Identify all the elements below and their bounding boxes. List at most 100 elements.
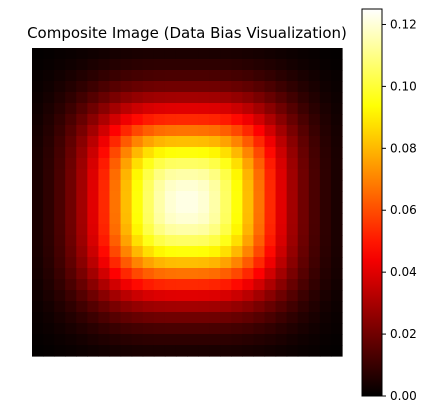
heatmap-cell [76, 158, 88, 170]
colorbar-tick-label: 0.08 [390, 141, 417, 155]
heatmap-cell [187, 224, 199, 236]
heatmap-cell [120, 279, 133, 291]
heatmap-cell [175, 235, 188, 247]
heatmap-cell [242, 147, 255, 159]
heatmap-cell [32, 312, 44, 324]
heatmap-cell [308, 224, 321, 236]
heatmap-cell [253, 334, 266, 346]
heatmap-cell [308, 48, 321, 60]
heatmap-cell [164, 125, 177, 137]
heatmap-cell [220, 323, 232, 335]
heatmap-cell [308, 136, 321, 148]
heatmap-cell [242, 92, 255, 104]
heatmap-cell [220, 136, 232, 148]
heatmap-cell [153, 323, 166, 335]
heatmap-cell [54, 345, 66, 357]
heatmap-cell [198, 147, 210, 159]
heatmap-cell [187, 169, 199, 181]
heatmap-cell [109, 312, 122, 324]
heatmap-cell [65, 279, 77, 291]
heatmap-cell [187, 48, 199, 60]
heatmap-cell [253, 312, 266, 324]
heatmap-cell [120, 81, 133, 93]
heatmap-cell [164, 158, 177, 170]
heatmap-cell [131, 125, 144, 137]
heatmap-cell [153, 279, 166, 291]
heatmap-cell [142, 114, 155, 126]
heatmap-cell [98, 158, 111, 170]
heatmap-cell [76, 114, 88, 126]
heatmap-cell [275, 224, 288, 236]
heatmap-cell [32, 246, 44, 258]
heatmap-cell [142, 345, 155, 357]
heatmap-cell [32, 235, 44, 247]
heatmap-cell [231, 213, 243, 225]
heatmap-cell [187, 202, 199, 214]
heatmap-cell [297, 70, 310, 82]
heatmap-cell [109, 59, 122, 71]
heatmap-cell [275, 169, 288, 181]
heatmap-cell [98, 334, 111, 346]
heatmap-cell [54, 268, 66, 280]
heatmap-cell [54, 246, 66, 258]
heatmap-cell [120, 125, 133, 137]
heatmap-cell [264, 301, 277, 313]
heatmap-cell [242, 323, 255, 335]
heatmap-cell [164, 191, 177, 203]
heatmap-cell [286, 202, 299, 214]
heatmap-cell [220, 169, 232, 181]
heatmap-cell [231, 323, 243, 335]
heatmap-cell [120, 224, 133, 236]
heatmap-cell [275, 81, 288, 93]
heatmap-cell [43, 169, 55, 181]
heatmap-cell [153, 312, 166, 324]
heatmap-cell [164, 136, 177, 148]
heatmap-cell [253, 103, 266, 115]
heatmap-cell [120, 114, 133, 126]
heatmap-cell [76, 59, 88, 71]
heatmap-cell [286, 224, 299, 236]
heatmap-cell [330, 103, 343, 115]
heatmap-cell [142, 312, 155, 324]
heatmap-cell [220, 345, 232, 357]
heatmap-cell [231, 158, 243, 170]
heatmap-cell [153, 202, 166, 214]
heatmap-cell [65, 114, 77, 126]
heatmap-cell [131, 312, 144, 324]
colorbar-tick-label: 0.12 [390, 17, 417, 31]
colorbar: 0.00 0.02 0.04 0.06 0.08 0.10 0.12 [361, 8, 417, 403]
heatmap-cell [153, 191, 166, 203]
heatmap-cell [209, 81, 221, 93]
heatmap-cell [319, 92, 332, 104]
heatmap-cell [175, 246, 188, 258]
heatmap-cell [54, 191, 66, 203]
heatmap-cell [253, 202, 266, 214]
heatmap-cell [32, 136, 44, 148]
heatmap-cell [286, 48, 299, 60]
heatmap-cell [153, 334, 166, 346]
heatmap-cell [87, 136, 100, 148]
heatmap-cell [308, 180, 321, 192]
heatmap-cell [175, 312, 188, 324]
heatmap-cell [198, 312, 210, 324]
heatmap-cell [242, 312, 255, 324]
heatmap-cell [297, 202, 310, 214]
heatmap-cell [231, 268, 243, 280]
heatmap-cell [220, 235, 232, 247]
heatmap-cell [164, 235, 177, 247]
heatmap-cell [142, 59, 155, 71]
heatmap-cell [65, 290, 77, 302]
heatmap-cell [109, 92, 122, 104]
heatmap-cell [175, 48, 188, 60]
heatmap-cell [264, 147, 277, 159]
heatmap-cell [319, 103, 332, 115]
heatmap-cell [175, 224, 188, 236]
heatmap-cell [209, 224, 221, 236]
heatmap-cell [242, 59, 255, 71]
heatmap-cell [43, 257, 55, 269]
heatmap-cell [286, 169, 299, 181]
heatmap-cell [120, 59, 133, 71]
heatmap-cell [297, 257, 310, 269]
heatmap-cell [76, 235, 88, 247]
